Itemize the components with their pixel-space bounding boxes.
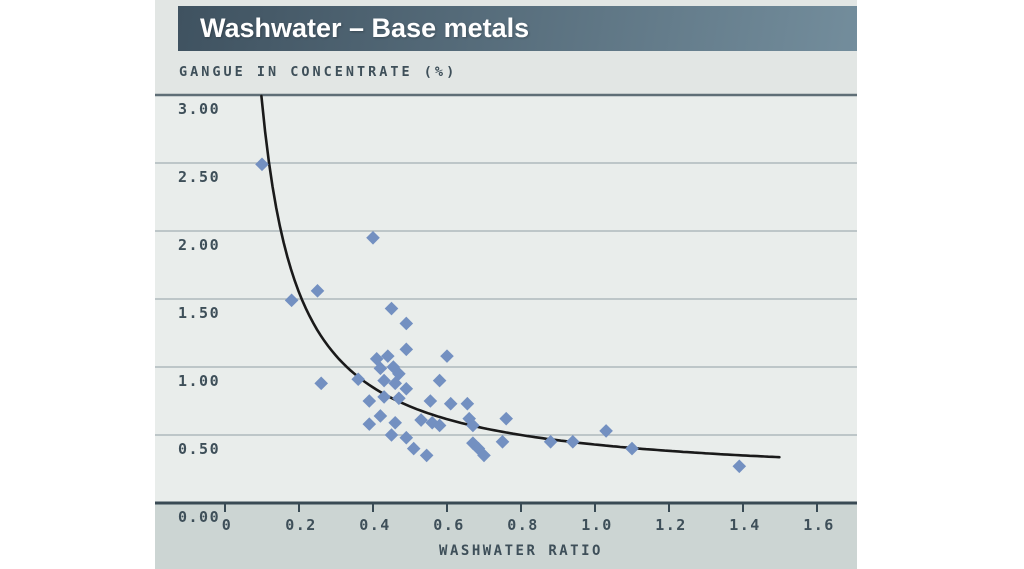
x-axis-label: WASHWATER RATIO xyxy=(439,543,603,559)
y-tick-label: 1.50 xyxy=(178,304,220,322)
y-tick-label: 1.00 xyxy=(178,372,220,390)
data-point xyxy=(314,376,328,391)
data-point xyxy=(462,411,476,426)
data-point xyxy=(419,448,434,463)
x-tick-label: 1.4 xyxy=(729,516,761,534)
data-point xyxy=(432,373,447,388)
data-point xyxy=(384,428,399,442)
data-point xyxy=(599,424,613,438)
scatter-chart: 3.00 2.50 2.00 1.50 1.00 0.50 0.00 0 0.2 0.4 0.6 0.… xyxy=(155,93,857,569)
chart-title-bar: Washwater – Base metals xyxy=(178,6,857,51)
data-point xyxy=(255,157,269,172)
chart-panel: Washwater – Base metals GANGUE IN CONCEN… xyxy=(155,0,857,569)
data-point xyxy=(495,435,510,449)
data-point xyxy=(384,301,399,316)
data-point xyxy=(373,361,388,376)
data-point xyxy=(373,409,388,423)
data-point xyxy=(423,394,438,408)
data-point xyxy=(432,418,447,433)
data-point xyxy=(388,376,402,391)
x-tick-label: 1.2 xyxy=(655,516,687,534)
data-point xyxy=(406,441,421,456)
trend-curve xyxy=(260,94,781,459)
data-point xyxy=(399,342,414,357)
data-point xyxy=(369,352,384,366)
data-point xyxy=(381,349,395,363)
data-point xyxy=(399,381,414,396)
data-point xyxy=(477,448,491,463)
x-tick-label: 0.6 xyxy=(433,516,465,534)
data-point xyxy=(362,417,377,431)
y-tick-label: 0.00 xyxy=(178,508,220,526)
x-tick-label: 1.0 xyxy=(581,516,613,534)
x-tick-label: 0 xyxy=(222,516,233,534)
y-tick-label: 3.00 xyxy=(178,100,220,118)
x-tick-label: 0.4 xyxy=(359,516,391,534)
x-tick-label: 0.8 xyxy=(507,516,539,534)
data-point xyxy=(466,418,480,433)
data-point xyxy=(351,372,365,387)
x-axis-strip xyxy=(155,503,857,569)
data-point xyxy=(399,316,414,331)
data-point xyxy=(443,396,458,411)
y-axis-title: GANGUE IN CONCENTRATE (%) xyxy=(179,64,458,80)
data-point xyxy=(440,349,454,363)
data-point xyxy=(499,411,513,426)
data-point xyxy=(460,396,475,411)
y-tick-label: 2.00 xyxy=(178,236,220,254)
data-point xyxy=(377,373,391,388)
x-tick-label: 1.6 xyxy=(803,516,835,534)
data-point xyxy=(543,435,558,449)
data-point xyxy=(366,231,380,245)
data-point xyxy=(310,284,325,298)
chart-title: Washwater – Base metals xyxy=(200,13,530,43)
data-point xyxy=(392,391,406,406)
data-point xyxy=(362,394,377,408)
data-point xyxy=(414,413,428,427)
x-tick-label: 0.2 xyxy=(285,516,317,534)
data-point xyxy=(399,430,414,445)
data-point xyxy=(392,367,406,381)
y-tick-label: 2.50 xyxy=(178,168,220,186)
data-point xyxy=(566,435,580,449)
data-point xyxy=(377,390,391,404)
data-point xyxy=(388,415,402,430)
data-point xyxy=(466,436,480,450)
data-point xyxy=(732,459,747,474)
y-tick-label: 0.50 xyxy=(178,440,220,458)
data-point xyxy=(284,293,299,308)
